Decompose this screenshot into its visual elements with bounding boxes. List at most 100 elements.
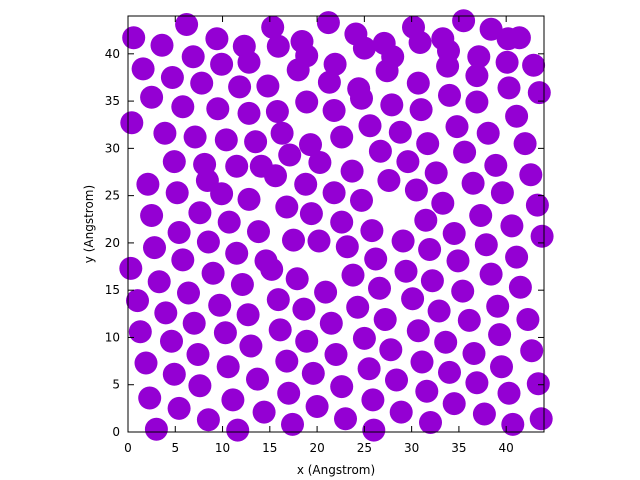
data-point-105 — [414, 208, 438, 232]
data-point-180 — [122, 26, 146, 50]
y-tick-label: 25 — [105, 189, 120, 203]
data-point-97 — [167, 221, 191, 244]
data-point-64 — [486, 294, 510, 318]
data-point-138 — [120, 111, 144, 135]
data-point-132 — [368, 139, 392, 163]
data-point-98 — [188, 201, 212, 225]
data-point-30 — [385, 368, 408, 392]
data-point-26 — [275, 349, 299, 373]
data-point-62 — [427, 299, 451, 323]
data-point-95 — [530, 224, 554, 248]
data-point-118 — [350, 188, 373, 212]
data-point-170 — [256, 74, 280, 98]
data-point-11 — [252, 400, 276, 424]
data-point-129 — [278, 143, 302, 167]
plot-frame — [127, 15, 545, 433]
data-point-39 — [213, 321, 237, 345]
y-tick-label: 20 — [105, 236, 120, 250]
data-point-48 — [462, 342, 486, 365]
data-point-168 — [190, 71, 214, 95]
data-point-19 — [472, 402, 496, 426]
data-point-41 — [268, 318, 292, 342]
data-point-36 — [128, 320, 152, 344]
data-point-160 — [380, 93, 404, 117]
data-point-76 — [394, 259, 418, 283]
data-point-38 — [186, 343, 210, 366]
data-point-89 — [364, 247, 388, 271]
data-point-43 — [324, 343, 348, 366]
data-point-59 — [346, 295, 370, 319]
data-point-178 — [495, 50, 519, 74]
data-point-140 — [183, 125, 207, 149]
x-tick-label: 0 — [124, 441, 132, 455]
data-point-156 — [265, 100, 289, 123]
data-point-182 — [181, 45, 205, 69]
data-point-87 — [307, 229, 331, 253]
data-point-79 — [479, 262, 503, 286]
data-point-173 — [347, 77, 371, 101]
y-tick-label: 30 — [105, 141, 120, 155]
data-point-122 — [461, 171, 485, 195]
data-point-42 — [295, 329, 319, 353]
y-tick-label: 35 — [105, 94, 120, 108]
data-point-202 — [402, 15, 425, 39]
data-point-61 — [401, 287, 425, 311]
data-point-84 — [225, 241, 249, 265]
data-point-56 — [266, 288, 290, 312]
data-point-150 — [476, 121, 500, 145]
x-tick-label: 15 — [262, 441, 277, 455]
data-point-33 — [465, 371, 489, 395]
data-point-109 — [525, 193, 549, 217]
data-point-75 — [368, 276, 391, 300]
data-point-192 — [467, 45, 491, 69]
data-point-22 — [162, 362, 186, 386]
data-point-125 — [162, 150, 186, 174]
data-point-6 — [529, 407, 553, 431]
data-point-72 — [285, 267, 309, 291]
data-point-157 — [295, 90, 319, 114]
data-point-108 — [500, 214, 524, 238]
data-point-133 — [396, 150, 420, 174]
data-point-1 — [226, 418, 250, 442]
y-tick-label: 15 — [105, 283, 120, 297]
data-point-151 — [505, 104, 529, 128]
data-point-50 — [520, 339, 544, 363]
data-point-68 — [177, 281, 200, 305]
data-point-21 — [134, 351, 158, 375]
data-point-24 — [216, 355, 240, 379]
data-point-175 — [406, 71, 430, 95]
y-tick-label: 40 — [105, 47, 120, 61]
x-tick-label: 5 — [171, 441, 179, 455]
x-tick-label: 30 — [404, 441, 419, 455]
data-point-10 — [221, 388, 245, 412]
data-point-135 — [453, 140, 477, 164]
data-point-116 — [294, 172, 318, 196]
data-point-206 — [507, 26, 531, 50]
data-point-137 — [513, 132, 537, 156]
data-point-161 — [409, 98, 433, 122]
data-point-44 — [352, 326, 376, 350]
x-axis-label: x (Angstrom) — [297, 463, 375, 477]
data-point-93 — [474, 233, 498, 257]
data-point-86 — [282, 228, 305, 252]
data-point-205 — [479, 17, 503, 41]
y-axis-label: y (Angstrom) — [82, 185, 96, 263]
data-points — [119, 9, 554, 442]
data-point-18 — [442, 392, 466, 416]
data-point-103 — [330, 210, 354, 234]
data-point-104 — [360, 219, 384, 243]
data-point-51 — [126, 289, 149, 313]
data-point-120 — [404, 178, 428, 202]
data-point-194 — [175, 13, 199, 36]
data-point-57 — [292, 297, 316, 321]
data-point-119 — [377, 169, 401, 192]
data-point-52 — [154, 301, 178, 325]
data-point-0 — [144, 417, 168, 441]
data-point-60 — [373, 308, 397, 331]
data-point-200 — [344, 22, 368, 46]
data-point-28 — [330, 375, 354, 399]
data-point-201 — [372, 31, 396, 55]
data-point-162 — [438, 83, 461, 107]
data-point-117 — [322, 181, 346, 205]
